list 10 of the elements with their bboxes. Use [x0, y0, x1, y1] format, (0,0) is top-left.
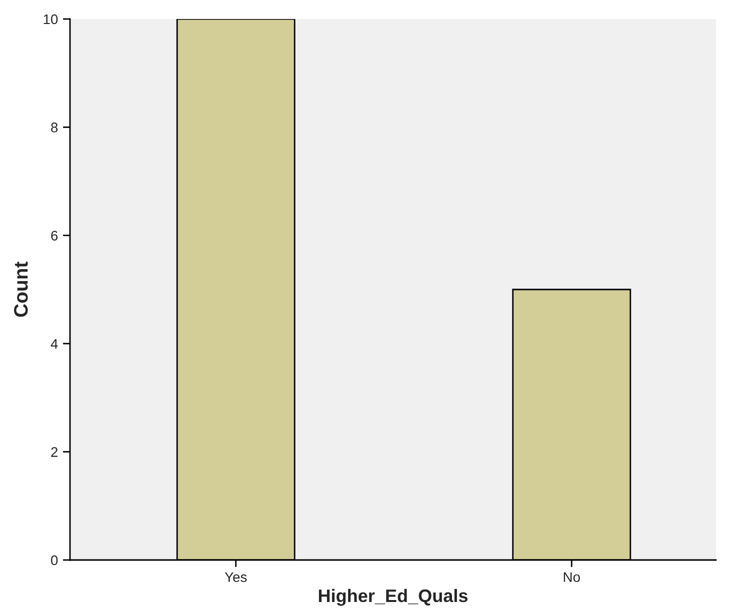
x-axis-title: Higher_Ed_Quals: [318, 588, 468, 606]
x-tick-label: Yes: [224, 572, 247, 582]
y-tick-label: 10: [44, 14, 58, 24]
y-axis-title: Count: [14, 262, 28, 317]
x-tick-label: No: [564, 572, 580, 582]
y-tick-label: 0: [51, 555, 58, 566]
y-tick-label: 4: [50, 339, 58, 349]
y-tick-label: 6: [51, 230, 58, 241]
y-tick-label: 2: [51, 447, 58, 457]
y-tick-label: 8: [51, 122, 58, 132]
